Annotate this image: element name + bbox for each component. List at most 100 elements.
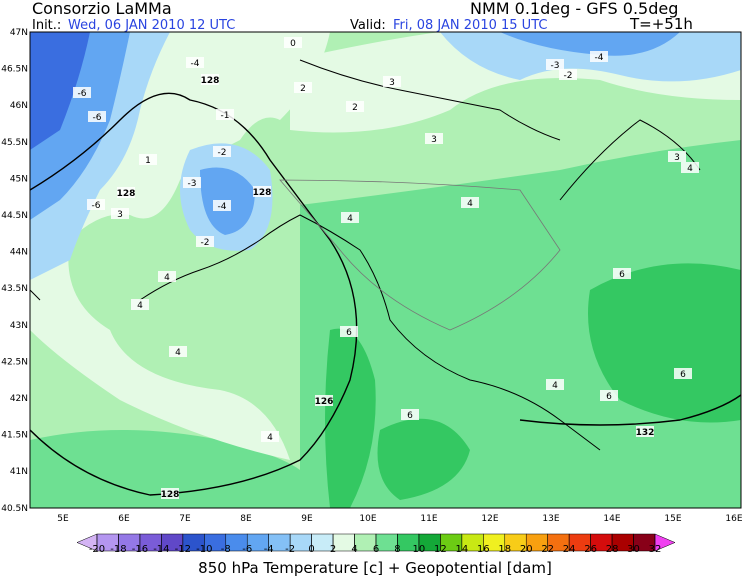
longitude-label: 7E bbox=[179, 514, 191, 524]
contour-label: 126 bbox=[315, 397, 334, 407]
latitude-label: 43.5N bbox=[1, 284, 28, 294]
latitude-label: 42.5N bbox=[1, 357, 28, 367]
field-4-6 bbox=[30, 140, 741, 508]
contour-label-box bbox=[590, 51, 608, 62]
contour-label-box bbox=[169, 346, 187, 357]
contour-label: 6 bbox=[680, 370, 686, 380]
colorbar-label: 12 bbox=[434, 544, 447, 555]
field-minus2-0 bbox=[30, 32, 741, 280]
longitude-label: 10E bbox=[359, 514, 376, 524]
contour-label: 4 bbox=[267, 433, 273, 443]
colorbar-label: -10 bbox=[196, 544, 212, 555]
contour-label-box bbox=[186, 57, 204, 68]
contour-label-box bbox=[636, 426, 654, 437]
longitude-label: 11E bbox=[420, 514, 437, 524]
colorbar-label: -8 bbox=[221, 544, 231, 555]
contour-label: 128 bbox=[253, 188, 272, 198]
longitude-label: 15E bbox=[664, 514, 681, 524]
field-6-8 bbox=[325, 263, 741, 508]
latitude-label: 40.5N bbox=[1, 504, 28, 514]
contour-label-box bbox=[261, 431, 279, 442]
longitude-label: 6E bbox=[118, 514, 130, 524]
contour-label: 4 bbox=[687, 164, 693, 174]
agency: Consorzio LaMMa bbox=[32, 0, 172, 18]
contour-label-box bbox=[546, 59, 564, 70]
contour-label-box bbox=[183, 177, 201, 188]
field-below-minus6 bbox=[30, 32, 90, 150]
contour-label-box bbox=[111, 208, 129, 219]
colorbar-label: 6 bbox=[373, 544, 379, 555]
contour-label-box bbox=[196, 236, 214, 247]
contour-label-box bbox=[253, 186, 271, 197]
colorbar-label: -18 bbox=[110, 544, 126, 555]
contour-label: 132 bbox=[636, 428, 655, 438]
colorbar-label: 0 bbox=[308, 544, 314, 555]
latitude-label: 43N bbox=[10, 321, 28, 331]
map-labels: 47N 46.5N 46N 45.5N 45N 44.5N 44N 43.5N 43N 42.5N… bbox=[1, 28, 743, 524]
contour-label-box bbox=[87, 199, 105, 210]
contour-label-box bbox=[284, 37, 302, 48]
contour-label: 6 bbox=[346, 328, 352, 338]
lead-time: T=+51h bbox=[629, 15, 693, 33]
longitude-label: 5E bbox=[57, 514, 69, 524]
contour-label: 4 bbox=[467, 199, 473, 209]
latitude-label: 45.5N bbox=[1, 138, 28, 148]
colorbar-label: -2 bbox=[285, 544, 295, 555]
contour-label: 2 bbox=[300, 84, 306, 94]
contour-label: 3 bbox=[389, 78, 395, 88]
contour-label: -4 bbox=[218, 202, 227, 212]
colorbar-label: 14 bbox=[455, 544, 468, 555]
latitude-label: 42N bbox=[10, 394, 28, 404]
colorbar-label: 10 bbox=[413, 544, 426, 555]
contour-label-box bbox=[546, 379, 564, 390]
contour-label-box bbox=[559, 69, 577, 80]
contour-label: -6 bbox=[92, 201, 101, 211]
colorbar-label: 4 bbox=[351, 544, 357, 555]
contour-label-box bbox=[340, 326, 358, 337]
valid-label: Valid: bbox=[350, 18, 386, 33]
field-0-2 bbox=[30, 32, 741, 460]
contour-label-box bbox=[674, 368, 692, 379]
contour-label-box bbox=[346, 101, 364, 112]
contour-label-box bbox=[117, 187, 135, 198]
contour-label-box bbox=[158, 271, 176, 282]
border bbox=[279, 179, 561, 331]
longitude-label: 13E bbox=[542, 514, 559, 524]
latitude-label: 44.5N bbox=[1, 211, 28, 221]
contour-label: 4 bbox=[347, 214, 353, 224]
latitude-label: 41N bbox=[10, 467, 28, 477]
contour-label-box bbox=[668, 151, 686, 162]
map-frame bbox=[29, 31, 742, 509]
contour-label-box bbox=[401, 409, 419, 420]
contour-label: 128 bbox=[201, 76, 220, 86]
latitude-label: 46N bbox=[10, 101, 28, 111]
longitude-label: 14E bbox=[603, 514, 620, 524]
colorbar-label: 2 bbox=[330, 544, 336, 555]
colorbar-title: 850 hPa Temperature [c] + Geopotential [… bbox=[198, 559, 552, 577]
model: NMM 0.1deg - GFS 0.5deg bbox=[470, 0, 678, 18]
colorbar-label: 24 bbox=[563, 544, 576, 555]
longitude-label: 16E bbox=[725, 514, 742, 524]
contour-label: 6 bbox=[407, 411, 413, 421]
contour-label-box bbox=[600, 390, 618, 401]
contour-label-box bbox=[201, 74, 219, 85]
contour-label: 3 bbox=[117, 210, 123, 220]
contour-label: 0 bbox=[290, 39, 296, 49]
colorbar-label: 16 bbox=[477, 544, 490, 555]
colorbar-label: 26 bbox=[584, 544, 597, 555]
field-minus6-minus2 bbox=[30, 32, 680, 235]
init-label: Init.: bbox=[32, 18, 61, 33]
colorbar-label: 20 bbox=[520, 544, 533, 555]
contour-label: -2 bbox=[564, 71, 573, 81]
contour-label: -6 bbox=[93, 113, 102, 123]
contour-label: -6 bbox=[78, 89, 87, 99]
contour-label-box bbox=[294, 82, 312, 93]
contour-label-box bbox=[461, 197, 479, 208]
latitude-label: 47N bbox=[10, 28, 28, 38]
colorbar-label: 32 bbox=[649, 544, 662, 555]
contour-label: 1 bbox=[145, 156, 151, 166]
colorbar: -20 -18 -16 -14 -12 -10 -8 -6 -4 -2 0 2 4 6 8 10 12 14 16 1… bbox=[76, 533, 676, 555]
contour-label: -3 bbox=[551, 61, 560, 71]
contour-label-box bbox=[213, 200, 231, 211]
